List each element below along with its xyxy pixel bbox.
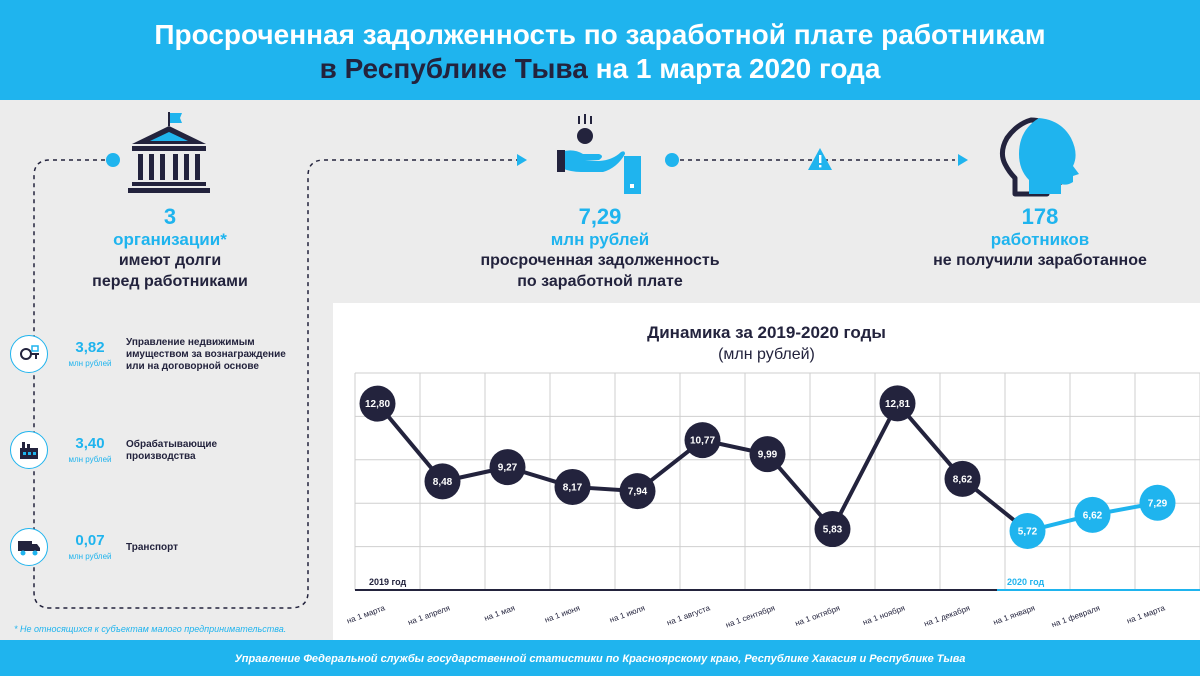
- organizations-desc-line2: перед работниками: [92, 273, 248, 290]
- warning-icon: [808, 148, 832, 170]
- breakdown-unit: млн рублей: [68, 455, 112, 464]
- data-point: [879, 385, 916, 422]
- workers-count: 178: [1021, 204, 1059, 229]
- x-tick-label: на 1 июня: [543, 603, 581, 624]
- year-label-2020: 2020 год: [1007, 577, 1045, 587]
- region-highlight: в Республике Тыва: [319, 53, 588, 84]
- x-tick-label: на 1 октября: [794, 603, 841, 628]
- breakdown-value: 3,40: [75, 435, 105, 452]
- breakdown-label-line3: или на договорной основе: [126, 361, 259, 372]
- header-banner: Просроченная задолженность по заработной…: [0, 0, 1200, 100]
- data-point: [944, 460, 981, 497]
- data-label: 7,29: [1148, 498, 1168, 509]
- data-point: [1009, 513, 1046, 550]
- data-label: 5,83: [823, 525, 843, 536]
- person-head-icon: [999, 117, 1079, 197]
- breakdown-value: 3,82: [75, 339, 105, 356]
- x-tick-label: на 1 апреля: [407, 603, 452, 627]
- x-tick-label: на 1 февраля: [1050, 603, 1101, 629]
- data-label: 12,81: [885, 399, 910, 410]
- debt-desc-line2: по заработной плате: [517, 273, 683, 290]
- debt-amount: 7,29: [578, 204, 622, 229]
- data-point: [749, 436, 786, 473]
- arrow-head-1: [517, 154, 527, 166]
- arrow-head-2: [958, 154, 968, 166]
- x-tick-label: на 1 сентября: [724, 603, 776, 629]
- breakdown-label-line2: имуществом за вознаграждение: [126, 349, 286, 360]
- data-point: [489, 449, 526, 486]
- breakdown-label-line1: Управление недвижимым: [126, 337, 255, 348]
- page-title-line1: Просроченная задолженность по заработной…: [154, 19, 1046, 50]
- page-title-line2: в Республике Тыва на 1 марта 2020 года: [0, 52, 1200, 86]
- data-point: [1139, 484, 1176, 521]
- data-point: [684, 422, 721, 459]
- data-label: 9,27: [498, 463, 518, 474]
- data-point: [424, 463, 461, 500]
- year-label-2019: 2019 год: [369, 577, 407, 587]
- breakdown-label-line1: Обрабатывающие: [126, 439, 218, 450]
- dashed-connector-left: [33, 159, 518, 609]
- x-tick-label: на 1 марта: [1126, 603, 1167, 625]
- organizations-desc-line1: имеют долги: [118, 252, 222, 269]
- footer-banner: Управление Федеральной службы государств…: [0, 640, 1200, 676]
- connector-dot-2: [665, 153, 679, 167]
- breakdown-unit: млн рублей: [68, 552, 112, 561]
- data-label: 5,72: [1018, 527, 1038, 538]
- data-label: 10,77: [690, 436, 715, 447]
- factory-icon: [10, 431, 48, 469]
- chart-panel: Динамика за 2019-2020 годы (млн рублей) …: [333, 303, 1200, 640]
- breakdown-value: 0,07: [75, 532, 105, 549]
- data-label: 7,94: [628, 487, 648, 498]
- breakdown-row-property: 3,82 млн рублей Управление недвижимым им…: [10, 335, 300, 385]
- flow-connectors: [33, 148, 968, 609]
- data-label: 8,48: [433, 477, 453, 488]
- connector-dot-1: [106, 153, 120, 167]
- x-tick-label: на 1 мая: [483, 603, 516, 622]
- title-date: на 1 марта 2020 года: [587, 53, 881, 84]
- workers-desc: не получили заработанное: [933, 252, 1147, 269]
- debt-unit: млн рублей: [550, 230, 650, 249]
- breakdown-label-line1: Транспорт: [126, 542, 179, 553]
- data-label: 8,17: [563, 482, 583, 493]
- organizations-label: организации*: [113, 230, 227, 249]
- data-point: [1074, 496, 1111, 533]
- chart-title: Динамика за 2019-2020 годы: [647, 323, 886, 342]
- main-panel: 3 организации* имеют долги перед работни…: [0, 100, 1200, 640]
- organizations-count: 3: [163, 204, 177, 229]
- data-label: 8,62: [953, 474, 973, 485]
- property-keys-icon: [10, 335, 48, 373]
- breakdown-label-line2: производства: [126, 451, 196, 462]
- x-tick-label: на 1 августа: [666, 603, 712, 627]
- breakdown-row-transport: 0,07 млн рублей Транспорт: [10, 528, 300, 578]
- workers-label: работников: [990, 230, 1090, 249]
- government-building-icon: [128, 112, 210, 193]
- data-point: [814, 511, 851, 548]
- data-point: [554, 468, 591, 505]
- x-tick-label: на 1 июля: [608, 603, 646, 624]
- data-point: [359, 385, 396, 422]
- breakdown-unit: млн рублей: [68, 359, 112, 368]
- debt-desc-line1: просроченная задолженность: [480, 252, 720, 269]
- data-label: 12,80: [365, 399, 390, 410]
- x-tick-label: на 1 декабря: [923, 603, 971, 628]
- truck-icon: [10, 528, 48, 566]
- chart-subtitle: (млн рублей): [718, 346, 815, 363]
- data-point: [619, 473, 656, 510]
- hand-coin-icon: [557, 114, 641, 194]
- x-tick-label: на 1 января: [992, 603, 1036, 626]
- data-label: 6,62: [1083, 510, 1103, 521]
- data-label: 9,99: [758, 450, 778, 461]
- footnote: * Не относящихся к субъектам малого пред…: [14, 624, 287, 634]
- x-tick-label: на 1 марта: [346, 603, 387, 625]
- breakdown-row-manufacturing: 3,40 млн рублей Обрабатывающие производс…: [10, 431, 300, 481]
- footer-source: Управление Федеральной службы государств…: [234, 653, 966, 665]
- x-tick-label: на 1 ноября: [862, 603, 907, 627]
- line-chart: 12,80 8,48 9,27 8,17 7,94 10,77 9,99 5,83 12,81 8…: [346, 372, 1200, 630]
